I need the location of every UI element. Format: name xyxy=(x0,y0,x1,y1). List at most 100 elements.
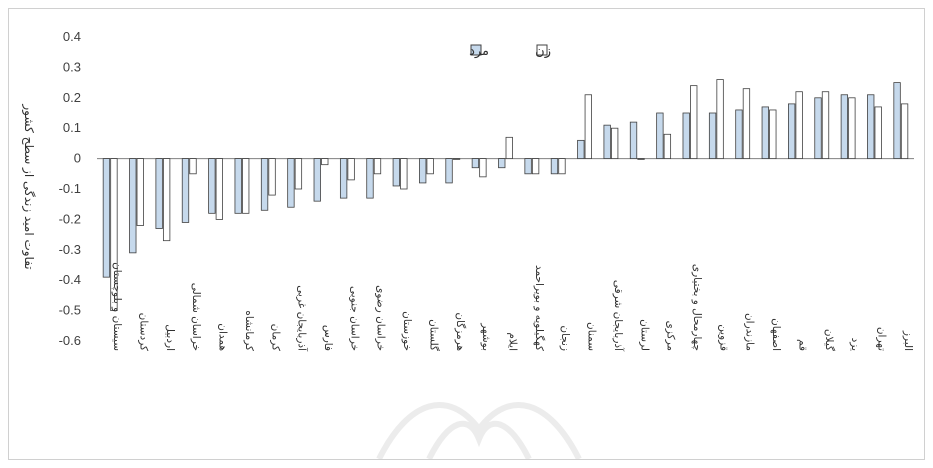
bar-men xyxy=(392,158,400,187)
category-label: یزد xyxy=(849,338,861,351)
category-label: تهران xyxy=(875,327,887,351)
category-label: ایلام xyxy=(507,332,519,351)
category-label: کرمانشاه xyxy=(243,310,255,351)
category-label: همدان xyxy=(217,323,229,351)
bar-men xyxy=(682,112,690,159)
bar-women xyxy=(611,127,619,159)
bar-women xyxy=(663,133,672,159)
bar-men xyxy=(445,158,453,184)
bar-women xyxy=(505,136,513,160)
y-tick-label: 0 xyxy=(74,151,81,166)
bar-women xyxy=(373,158,382,175)
y-axis-label: تفاوت امید زندگی از سطح کشور xyxy=(21,103,36,269)
y-tick-label: 0.3 xyxy=(63,59,81,74)
bar-men xyxy=(577,139,585,160)
bar-women xyxy=(584,94,592,160)
bar-women xyxy=(769,109,777,159)
bar-women xyxy=(795,91,803,159)
bar-women xyxy=(821,91,830,159)
y-tick-label: 0.4 xyxy=(63,29,81,44)
bars-layer xyxy=(102,79,909,312)
y-tick-label: -0.1 xyxy=(59,181,81,196)
bar-men xyxy=(761,106,769,159)
bar-men xyxy=(287,158,295,208)
category-label: کهگیلویه و بویراحمد xyxy=(533,265,546,351)
bar-women xyxy=(215,158,223,220)
bar-men xyxy=(867,94,875,160)
bar-men xyxy=(419,158,427,184)
bar-women xyxy=(900,103,909,159)
bar-men xyxy=(814,97,822,160)
bar-women xyxy=(162,158,171,242)
bar-men xyxy=(603,124,611,160)
legend-swatch-men xyxy=(470,44,482,56)
category-label: قزوین xyxy=(717,324,729,351)
bar-women xyxy=(136,158,144,226)
y-tick-label: -0.2 xyxy=(59,211,81,226)
category-label: گیلان xyxy=(823,329,836,351)
bar-women xyxy=(110,158,118,312)
bar-women xyxy=(426,158,434,175)
chart-frame: تفاوت امید زندگی از سطح کشور 0.4 0.3 0.2 0.… xyxy=(8,8,925,460)
legend-label-men: مرد xyxy=(469,44,489,59)
tick-layer: 0.4 0.3 0.2 0.1 0 -0.1 -0.2 -0.3 -0.4 -0.5 -0.6 xyxy=(59,29,81,348)
bar-women xyxy=(848,97,856,160)
y-axis-label-group: تفاوت امید زندگی از سطح کشور xyxy=(21,103,36,269)
bar-women xyxy=(242,158,250,214)
y-tick-label: -0.5 xyxy=(59,303,81,318)
category-label: خراسان شمالی xyxy=(190,283,202,351)
bar-women xyxy=(742,88,751,159)
bar-men xyxy=(208,158,216,214)
category-label: گلستان xyxy=(427,319,440,351)
bar-women xyxy=(716,79,724,159)
category-label: اردبیل xyxy=(164,324,176,351)
bar-men xyxy=(788,103,796,159)
bar-men xyxy=(735,109,743,159)
y-tick-label: -0.6 xyxy=(59,333,81,348)
watermark-logo xyxy=(376,402,582,459)
category-label: البرز xyxy=(902,330,914,351)
y-tick-label: 0.1 xyxy=(63,120,81,135)
bar-men xyxy=(313,158,321,202)
bar-women xyxy=(268,158,276,196)
bar-men xyxy=(155,158,163,229)
bar-women xyxy=(321,158,329,166)
bar-women xyxy=(637,158,645,160)
category-label: آذربایجان غربی xyxy=(296,285,309,352)
y-tick-label: -0.4 xyxy=(59,272,81,287)
bar-women xyxy=(874,106,882,159)
bar-women xyxy=(479,158,487,178)
category-label: مرکزی xyxy=(665,321,677,351)
category-label: هرمزگان xyxy=(454,312,467,351)
bar-men xyxy=(366,158,374,199)
bar-men xyxy=(656,112,664,159)
category-label: چهارمحال و بختیاری xyxy=(691,264,703,351)
bar-men xyxy=(550,158,559,175)
y-tick-label: -0.3 xyxy=(59,242,81,257)
category-label: کردستان xyxy=(138,313,150,351)
bar-women xyxy=(189,158,197,175)
category-label: بوشهر xyxy=(480,322,492,351)
bar-men xyxy=(129,158,137,254)
bar-men xyxy=(471,158,480,169)
category-labels: سیستان و بلوچستان کردستان اردبیل خراسان شما… xyxy=(111,262,914,352)
category-label: آذربایجان شرقی xyxy=(612,280,625,352)
bar-men xyxy=(498,158,506,169)
bar-men xyxy=(234,158,242,214)
bar-men xyxy=(524,158,532,175)
bar-women xyxy=(452,158,461,160)
category-label: قم xyxy=(796,339,808,351)
category-label: سمنان xyxy=(586,322,598,351)
bar-men xyxy=(840,94,849,160)
legend-label-women: زن xyxy=(535,44,551,59)
category-label: سیستان و بلوچستان xyxy=(111,262,123,351)
bar-women xyxy=(558,158,566,175)
bar-women xyxy=(690,85,698,159)
bar-men xyxy=(339,158,348,199)
bar-women xyxy=(294,158,303,190)
bar-women xyxy=(347,158,355,181)
category-label: فارس xyxy=(322,325,334,351)
bar-men xyxy=(260,158,269,211)
bar-men xyxy=(102,158,111,278)
bar-men xyxy=(181,158,190,223)
